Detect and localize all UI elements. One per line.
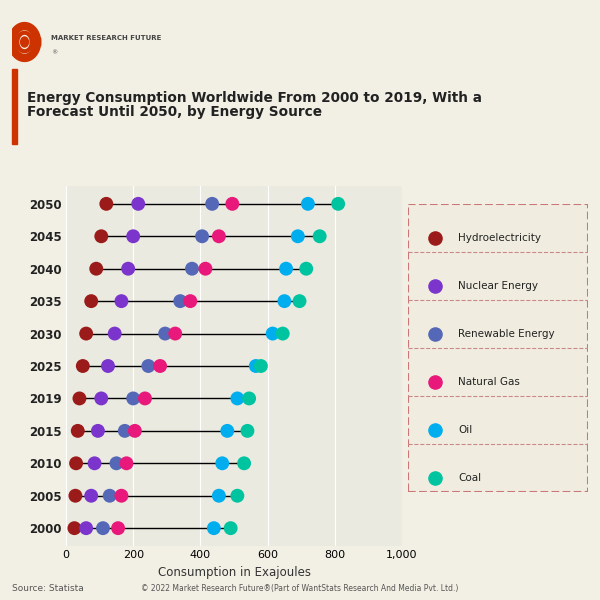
Point xyxy=(98,523,108,533)
Point xyxy=(430,473,440,482)
Point xyxy=(70,523,79,533)
Point xyxy=(124,264,133,274)
Point xyxy=(239,458,249,468)
Text: Coal: Coal xyxy=(458,473,482,482)
Point xyxy=(223,426,232,436)
Text: Forecast Until 2050, by Energy Source: Forecast Until 2050, by Energy Source xyxy=(27,105,322,119)
Point xyxy=(112,458,121,468)
Point xyxy=(73,426,83,436)
Point xyxy=(278,329,287,338)
Point xyxy=(110,329,119,338)
Point xyxy=(155,361,165,371)
Point xyxy=(122,458,131,468)
Text: Natural Gas: Natural Gas xyxy=(458,377,520,386)
Point xyxy=(251,361,260,371)
Point xyxy=(78,361,88,371)
Point xyxy=(185,296,195,306)
Point xyxy=(280,296,289,306)
Point xyxy=(86,491,96,500)
Text: MARKET RESEARCH FUTURE: MARKET RESEARCH FUTURE xyxy=(51,35,161,41)
Point xyxy=(293,232,302,241)
Point xyxy=(226,523,235,533)
Point xyxy=(86,296,96,306)
Point xyxy=(217,458,227,468)
Point xyxy=(113,523,123,533)
Text: Oil: Oil xyxy=(458,425,473,434)
Point xyxy=(200,264,210,274)
Point xyxy=(130,426,140,436)
Point xyxy=(197,232,207,241)
Point xyxy=(170,329,180,338)
Point xyxy=(430,377,440,386)
Point xyxy=(334,199,343,209)
Point xyxy=(120,426,130,436)
Point xyxy=(133,199,143,209)
Circle shape xyxy=(20,37,29,47)
Point xyxy=(315,232,325,241)
X-axis label: Consumption in Exajoules: Consumption in Exajoules xyxy=(157,566,311,579)
Point xyxy=(187,264,197,274)
Point xyxy=(128,232,138,241)
Point xyxy=(295,296,304,306)
Point xyxy=(128,394,138,403)
Point xyxy=(256,361,266,371)
Point xyxy=(301,264,311,274)
Point xyxy=(208,199,217,209)
Point xyxy=(233,394,242,403)
FancyBboxPatch shape xyxy=(408,204,588,492)
Point xyxy=(82,329,91,338)
Point xyxy=(214,232,224,241)
Point xyxy=(91,264,101,274)
Point xyxy=(430,329,440,338)
Point xyxy=(116,296,126,306)
Point xyxy=(303,199,313,209)
Point xyxy=(175,296,185,306)
Point xyxy=(281,264,291,274)
Point xyxy=(74,394,84,403)
Point xyxy=(233,491,242,500)
Point xyxy=(242,426,252,436)
Point xyxy=(105,491,115,500)
Text: Source: Statista: Source: Statista xyxy=(12,584,84,593)
Point xyxy=(430,233,440,242)
Point xyxy=(101,199,111,209)
Point xyxy=(430,281,440,290)
Point xyxy=(430,425,440,434)
Point xyxy=(209,523,218,533)
Point xyxy=(82,523,91,533)
Point xyxy=(97,394,106,403)
Text: Hydroelectricity: Hydroelectricity xyxy=(458,233,541,242)
Text: Nuclear Energy: Nuclear Energy xyxy=(458,281,538,290)
Point xyxy=(143,361,153,371)
Point xyxy=(103,361,113,371)
Point xyxy=(97,232,106,241)
Point xyxy=(71,458,81,468)
Point xyxy=(90,458,100,468)
Point xyxy=(160,329,170,338)
Point xyxy=(268,329,277,338)
Point xyxy=(244,394,254,403)
Point xyxy=(93,426,103,436)
Text: Renewable Energy: Renewable Energy xyxy=(458,329,555,338)
Point xyxy=(116,491,126,500)
Point xyxy=(214,491,224,500)
Point xyxy=(227,199,237,209)
Text: ®: ® xyxy=(51,50,57,55)
Text: Energy Consumption Worldwide From 2000 to 2019, With a: Energy Consumption Worldwide From 2000 t… xyxy=(27,91,482,105)
Point xyxy=(71,491,80,500)
Point xyxy=(140,394,150,403)
Text: © 2022 Market Research Future®(Part of WantStats Research And Media Pvt. Ltd.): © 2022 Market Research Future®(Part of W… xyxy=(142,584,458,593)
